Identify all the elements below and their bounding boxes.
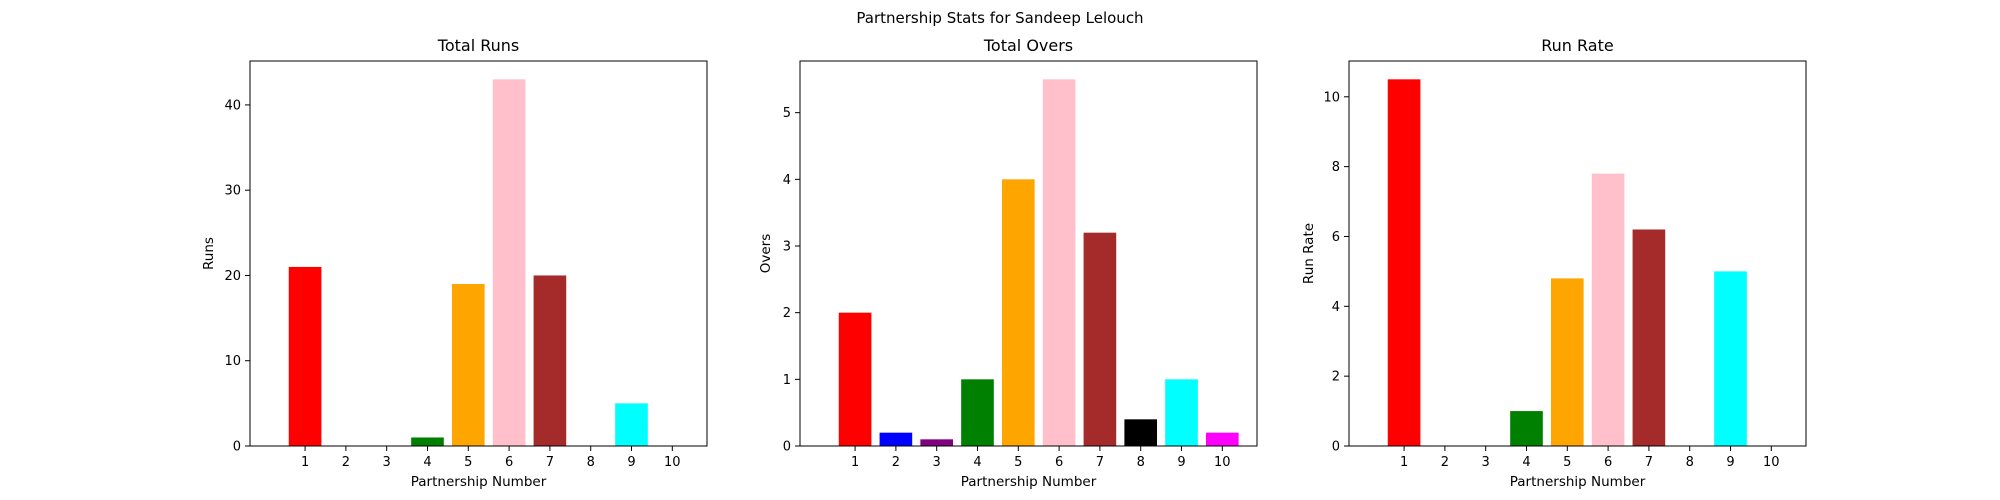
y-tick-label: 2 [1332,370,1340,385]
subplot-1: 1 2 3 4 5 6 7 8 9 10 0 10 20 30 40 Total Runs Partnershi… [201,36,708,490]
bar [1124,419,1158,446]
y-tick-label: 20 [224,269,241,284]
x-tick-label: 4 [973,455,981,470]
y-tick-label: 40 [224,98,241,113]
x-tick-label: 1 [301,455,309,470]
bar [1714,271,1747,446]
x-tick-label: 5 [1563,455,1571,470]
y-tick-label: 2 [783,306,791,321]
bar [1042,79,1076,446]
x-tick-label: 8 [587,455,595,470]
x-axis-label: Partnership Number [411,474,547,490]
bar [838,312,872,446]
y-tick-label: 30 [224,184,241,199]
bar [1510,411,1543,446]
y-tick-label: 1 [783,373,791,388]
x-tick-label: 5 [464,455,472,470]
bar [492,79,526,446]
x-tick-label: 10 [1214,455,1231,470]
y-tick-label: 0 [1332,440,1340,455]
bar [1206,432,1239,446]
x-axis-label: Partnership Number [961,474,1097,490]
bar [879,432,913,446]
x-tick-label: 2 [892,455,900,470]
subplot-title: Total Runs [437,36,519,55]
x-tick-label: 2 [1441,455,1449,470]
axes-frame [1348,60,1807,447]
y-tick-label: 0 [783,440,791,455]
subplot-3: 1 2 3 4 5 6 7 8 9 10 0 2 4 6 8 10 Run Rate Partnership Nu… [1301,36,1807,490]
y-tick-label: 0 [233,440,241,455]
x-tick-label: 9 [627,455,635,470]
axes-frame [799,60,1258,447]
y-axis-label: Runs [201,237,217,270]
x-tick-label: 10 [1763,455,1780,470]
bar [288,266,322,446]
x-tick-label: 4 [423,455,431,470]
bar [411,437,444,446]
y-tick-label: 4 [1332,300,1340,315]
bar [615,403,648,446]
bar [1165,379,1198,446]
bar [533,275,567,446]
x-tick-label: 3 [933,455,941,470]
y-tick-label: 6 [1332,230,1340,245]
figure-title: Partnership Stats for Sandeep Lelouch [856,9,1143,27]
x-tick-label: 2 [342,455,350,470]
x-tick-label: 7 [1645,455,1653,470]
x-tick-label: 1 [1400,455,1408,470]
x-tick-label: 8 [1686,455,1694,470]
y-tick-label: 10 [224,354,241,369]
x-tick-label: 3 [1482,455,1490,470]
bar [920,439,954,446]
x-tick-label: 3 [383,455,391,470]
y-tick-label: 3 [783,240,791,255]
y-tick-label: 8 [1332,160,1340,175]
bar [1550,278,1584,446]
x-tick-label: 6 [1055,455,1063,470]
y-tick-label: 4 [783,173,791,188]
x-tick-label: 8 [1137,455,1145,470]
subplot-title: Run Rate [1541,36,1613,55]
bar [451,283,485,446]
x-tick-label: 9 [1726,455,1734,470]
x-tick-label: 4 [1522,455,1530,470]
x-tick-label: 6 [505,455,513,470]
y-axis-label: Run Rate [1301,223,1317,284]
subplot-2: 1 2 3 4 5 6 7 8 9 10 0 1 2 3 4 5 Total Overs Partnership … [758,36,1258,490]
bar [1591,173,1625,446]
x-tick-label: 1 [851,455,859,470]
subplot-title: Total Overs [983,36,1073,55]
x-tick-label: 9 [1177,455,1185,470]
bar [961,379,994,446]
y-axis-label: Overs [758,234,774,274]
x-tick-label: 6 [1604,455,1612,470]
x-axis-label: Partnership Number [1510,474,1646,490]
bar [1083,232,1117,446]
bar [1387,79,1421,446]
x-tick-label: 5 [1014,455,1022,470]
x-tick-label: 10 [664,455,681,470]
axes-frame [249,60,708,447]
bar [1001,179,1035,446]
y-tick-label: 10 [1323,90,1340,105]
x-tick-label: 7 [546,455,554,470]
y-tick-label: 5 [783,106,791,121]
bar [1632,229,1666,446]
x-tick-label: 7 [1096,455,1104,470]
